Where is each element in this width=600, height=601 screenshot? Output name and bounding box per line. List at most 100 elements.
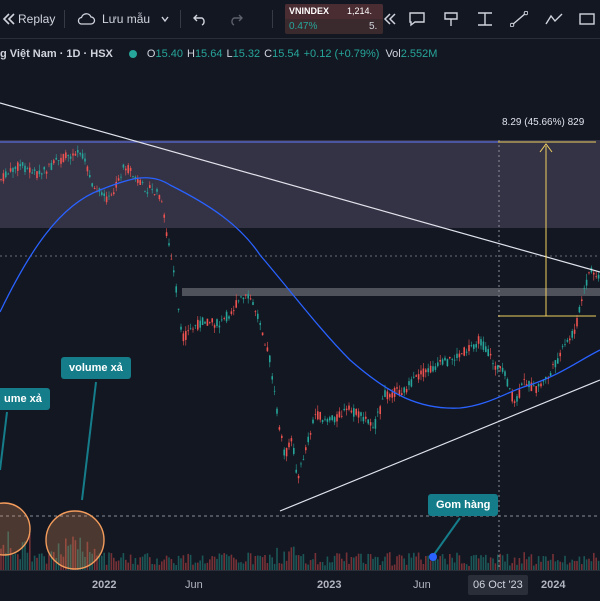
candle-body [245,294,247,296]
rectangle-tool-icon[interactable] [578,0,596,38]
candle-body [84,158,86,162]
fib-tool-icon[interactable] [476,0,494,38]
candle-body [120,176,122,178]
compare-ticker-widget[interactable]: VNINDEX 1,214. 0.47% 5. [285,4,383,34]
candle-body [451,359,453,360]
candle-body [2,173,5,182]
candle-body [525,384,528,386]
candle-body [89,175,91,178]
path-tool-icon[interactable] [544,0,564,38]
candle-body [163,214,165,218]
candle-body [38,170,41,175]
volume-bar [489,557,492,570]
candle-body [295,469,297,473]
support-zone[interactable] [182,288,600,296]
volume-bar [451,557,453,570]
volume-bar [441,554,444,570]
price-chart[interactable] [0,64,600,570]
replay-button[interactable]: Replay [18,0,55,38]
candle-body [237,300,240,302]
symbol-title[interactable]: g Việt Nam · 1D · HSX [0,48,113,60]
legend-l-label: L [226,48,233,60]
volume-highlight-circle[interactable] [0,502,31,556]
candle-body [381,398,384,400]
candle-body [521,383,523,385]
volume-bar [497,554,499,570]
chevron-down-icon[interactable] [160,0,170,38]
candle-body [0,179,2,180]
volume-bar [168,557,170,570]
candle-body [535,386,537,393]
candle-body [456,353,458,358]
rewind-icon[interactable] [2,0,16,38]
moving-average-line[interactable] [0,177,600,409]
x-tick-label: 2024 [541,579,566,591]
candle-body [254,311,257,313]
candle-body [365,416,367,419]
volume-bar [33,555,36,570]
candle-body [170,258,173,260]
candlestick-series [0,145,600,484]
signpost-icon[interactable] [442,0,460,38]
candle-body [597,274,600,279]
save-layout-button[interactable]: Lưu mẫu [76,0,150,38]
redo-icon[interactable] [228,0,244,38]
ascending-trend-line[interactable] [279,379,600,512]
callout-pointer [81,381,97,501]
volume-highlight-circle[interactable] [45,510,105,570]
candle-body [117,178,120,181]
volume-bar [141,556,144,570]
volume-bar [477,558,480,570]
volume-bar [470,556,473,570]
time-axis[interactable]: 2022 Jun 2023 Jun 06 Oct '23 2024 [0,570,600,601]
candle-body [273,390,276,392]
candle-body [216,319,218,327]
volume-bar [175,565,177,570]
callout-volume-left[interactable]: ume xả [0,388,50,410]
comment-icon[interactable] [408,0,426,38]
candle-body [165,232,168,237]
candle-body [177,308,180,310]
candle-body [585,279,588,286]
candle-body [557,358,559,364]
trend-line-icon[interactable] [510,0,528,38]
callout-volume-mid[interactable]: volume xả [61,357,131,379]
callout-gom-hang[interactable]: Gom hàng [428,494,499,516]
candle-body [221,319,223,321]
candle-body [26,168,29,169]
candle-body [225,311,228,322]
volume-bar [559,561,561,570]
volume-bar [369,554,372,570]
candle-body [573,329,576,334]
volume-bar [218,553,221,570]
candle-body [569,338,571,341]
volume-bar [48,554,50,570]
candle-body [305,447,307,451]
toolbar-divider [180,10,181,28]
legend-o-label: O [146,48,156,60]
candle-body [441,359,444,365]
resistance-zone[interactable] [0,140,600,228]
candle-body [554,360,557,368]
candle-body [449,356,451,359]
volume-bar [103,552,105,570]
volume-bar [24,541,26,570]
candle-body [309,433,312,435]
candle-body [192,328,194,330]
candle-body [326,419,329,422]
candle-body [199,320,201,328]
volume-bar [585,559,588,570]
candle-body [266,347,269,352]
volume-bar [242,563,245,570]
volume-bar [401,555,403,570]
volume-bar [113,557,115,570]
descending-trend-line[interactable] [0,102,600,273]
x-tick-label: Jun [413,579,431,591]
undo-icon[interactable] [192,0,208,38]
candle-body [540,383,542,387]
volume-bar [271,557,273,570]
volume-bar [93,548,96,570]
candle-body [122,164,125,168]
top-toolbar: Replay Lưu mẫu VNINDEX 1,214. 0.47% 5. [0,0,600,39]
chevrons-left-icon[interactable] [383,0,397,38]
